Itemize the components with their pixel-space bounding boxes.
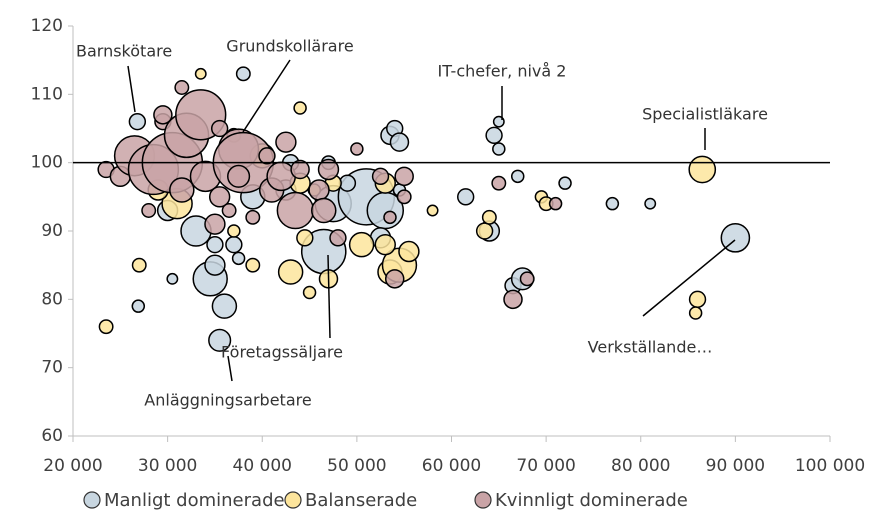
bubble <box>396 189 412 205</box>
x-tick-label: 60 000 <box>422 456 481 476</box>
bubble <box>211 293 238 319</box>
bubble <box>258 147 276 165</box>
bubble <box>485 126 503 145</box>
bubble <box>245 257 261 273</box>
annotation: Företagssäljare <box>221 343 343 362</box>
bubble <box>210 119 229 138</box>
bubble <box>166 272 179 285</box>
bubble <box>208 186 231 208</box>
bubble <box>174 80 190 95</box>
bubble <box>644 197 657 210</box>
bubble <box>371 167 390 186</box>
bubble <box>221 203 237 218</box>
bubble <box>293 101 307 115</box>
bubble <box>308 179 330 201</box>
bubble <box>204 213 226 235</box>
legend-marker <box>83 491 101 509</box>
bubble <box>426 204 439 217</box>
annotation: IT-chefer, nivå 2 <box>438 62 567 81</box>
y-tick-label: 70 <box>41 358 63 378</box>
bubble <box>383 210 397 225</box>
annotation-leader <box>242 59 291 133</box>
legend-marker <box>284 491 302 509</box>
bubble <box>235 66 251 82</box>
y-tick-label: 80 <box>41 289 63 309</box>
bubble <box>481 209 497 225</box>
legend-label: Manligt dominerade <box>104 490 285 511</box>
annotation-leader <box>327 254 331 339</box>
bubble <box>311 197 337 224</box>
bubble <box>231 251 246 266</box>
bubble <box>227 224 241 238</box>
annotation: Barnskötare <box>76 42 172 61</box>
bubble <box>548 196 563 211</box>
x-tick-label: 20 000 <box>43 456 102 476</box>
bubble <box>194 67 207 80</box>
bubble <box>245 209 261 225</box>
bubble <box>329 229 347 247</box>
bubble <box>688 290 707 309</box>
bubble <box>350 142 364 156</box>
annotation-leader <box>227 355 233 382</box>
bubble <box>394 166 414 187</box>
bubble <box>374 233 396 256</box>
x-tick-label: 80 000 <box>611 456 670 476</box>
bubble <box>348 231 375 258</box>
bubble <box>688 155 717 184</box>
annotation: Specialistläkare <box>642 105 768 124</box>
bubble <box>398 240 420 263</box>
bubble <box>519 271 535 287</box>
bubble <box>296 229 314 247</box>
bubble <box>131 299 146 313</box>
bubble <box>275 131 297 153</box>
bubble <box>141 203 157 218</box>
annotation-leader <box>642 239 736 317</box>
x-tick-label: 50 000 <box>327 456 386 476</box>
y-tick-label: 90 <box>41 221 63 241</box>
bubble <box>131 257 147 273</box>
bubble <box>277 259 304 285</box>
y-tick-label: 120 <box>31 16 63 36</box>
y-tick-label: 60 <box>41 426 63 446</box>
annotation: Grundskollärare <box>226 37 353 56</box>
bubble <box>384 269 405 289</box>
bubble <box>492 142 506 156</box>
bubble <box>204 254 226 276</box>
x-tick-label: 30 000 <box>138 456 197 476</box>
legend-label: Balanserade <box>305 490 417 511</box>
bubble <box>169 177 195 203</box>
bubble <box>317 158 340 181</box>
x-tick-label: 90 000 <box>706 456 765 476</box>
bubble <box>558 176 572 190</box>
bubble <box>688 306 703 320</box>
legend-label: Kvinnligt dominerade <box>495 490 688 511</box>
y-tick-label: 100 <box>31 153 63 173</box>
bubble <box>153 105 173 125</box>
bubble <box>206 235 224 254</box>
annotation-leader <box>127 65 136 113</box>
annotation: Verkställande… <box>588 338 713 357</box>
bubble <box>128 112 147 131</box>
bubble <box>302 285 317 300</box>
bubble <box>225 235 243 254</box>
bubble <box>389 132 410 152</box>
bubble <box>491 175 507 191</box>
x-tick-label: 40 000 <box>233 456 292 476</box>
x-tick-label: 70 000 <box>516 456 575 476</box>
bubble <box>503 289 523 310</box>
bubble <box>227 164 251 188</box>
bubble <box>475 222 494 240</box>
bubble <box>510 169 525 184</box>
bubble <box>276 191 315 230</box>
bubble <box>98 319 114 335</box>
annotation: Anläggningsarbetare <box>144 391 311 410</box>
bubble <box>290 159 310 180</box>
bubble <box>605 196 620 211</box>
legend-marker <box>474 491 492 509</box>
x-tick-label: 100 000 <box>795 456 865 476</box>
bubble <box>457 188 475 206</box>
bubble <box>208 328 232 352</box>
y-tick-label: 110 <box>31 84 63 104</box>
